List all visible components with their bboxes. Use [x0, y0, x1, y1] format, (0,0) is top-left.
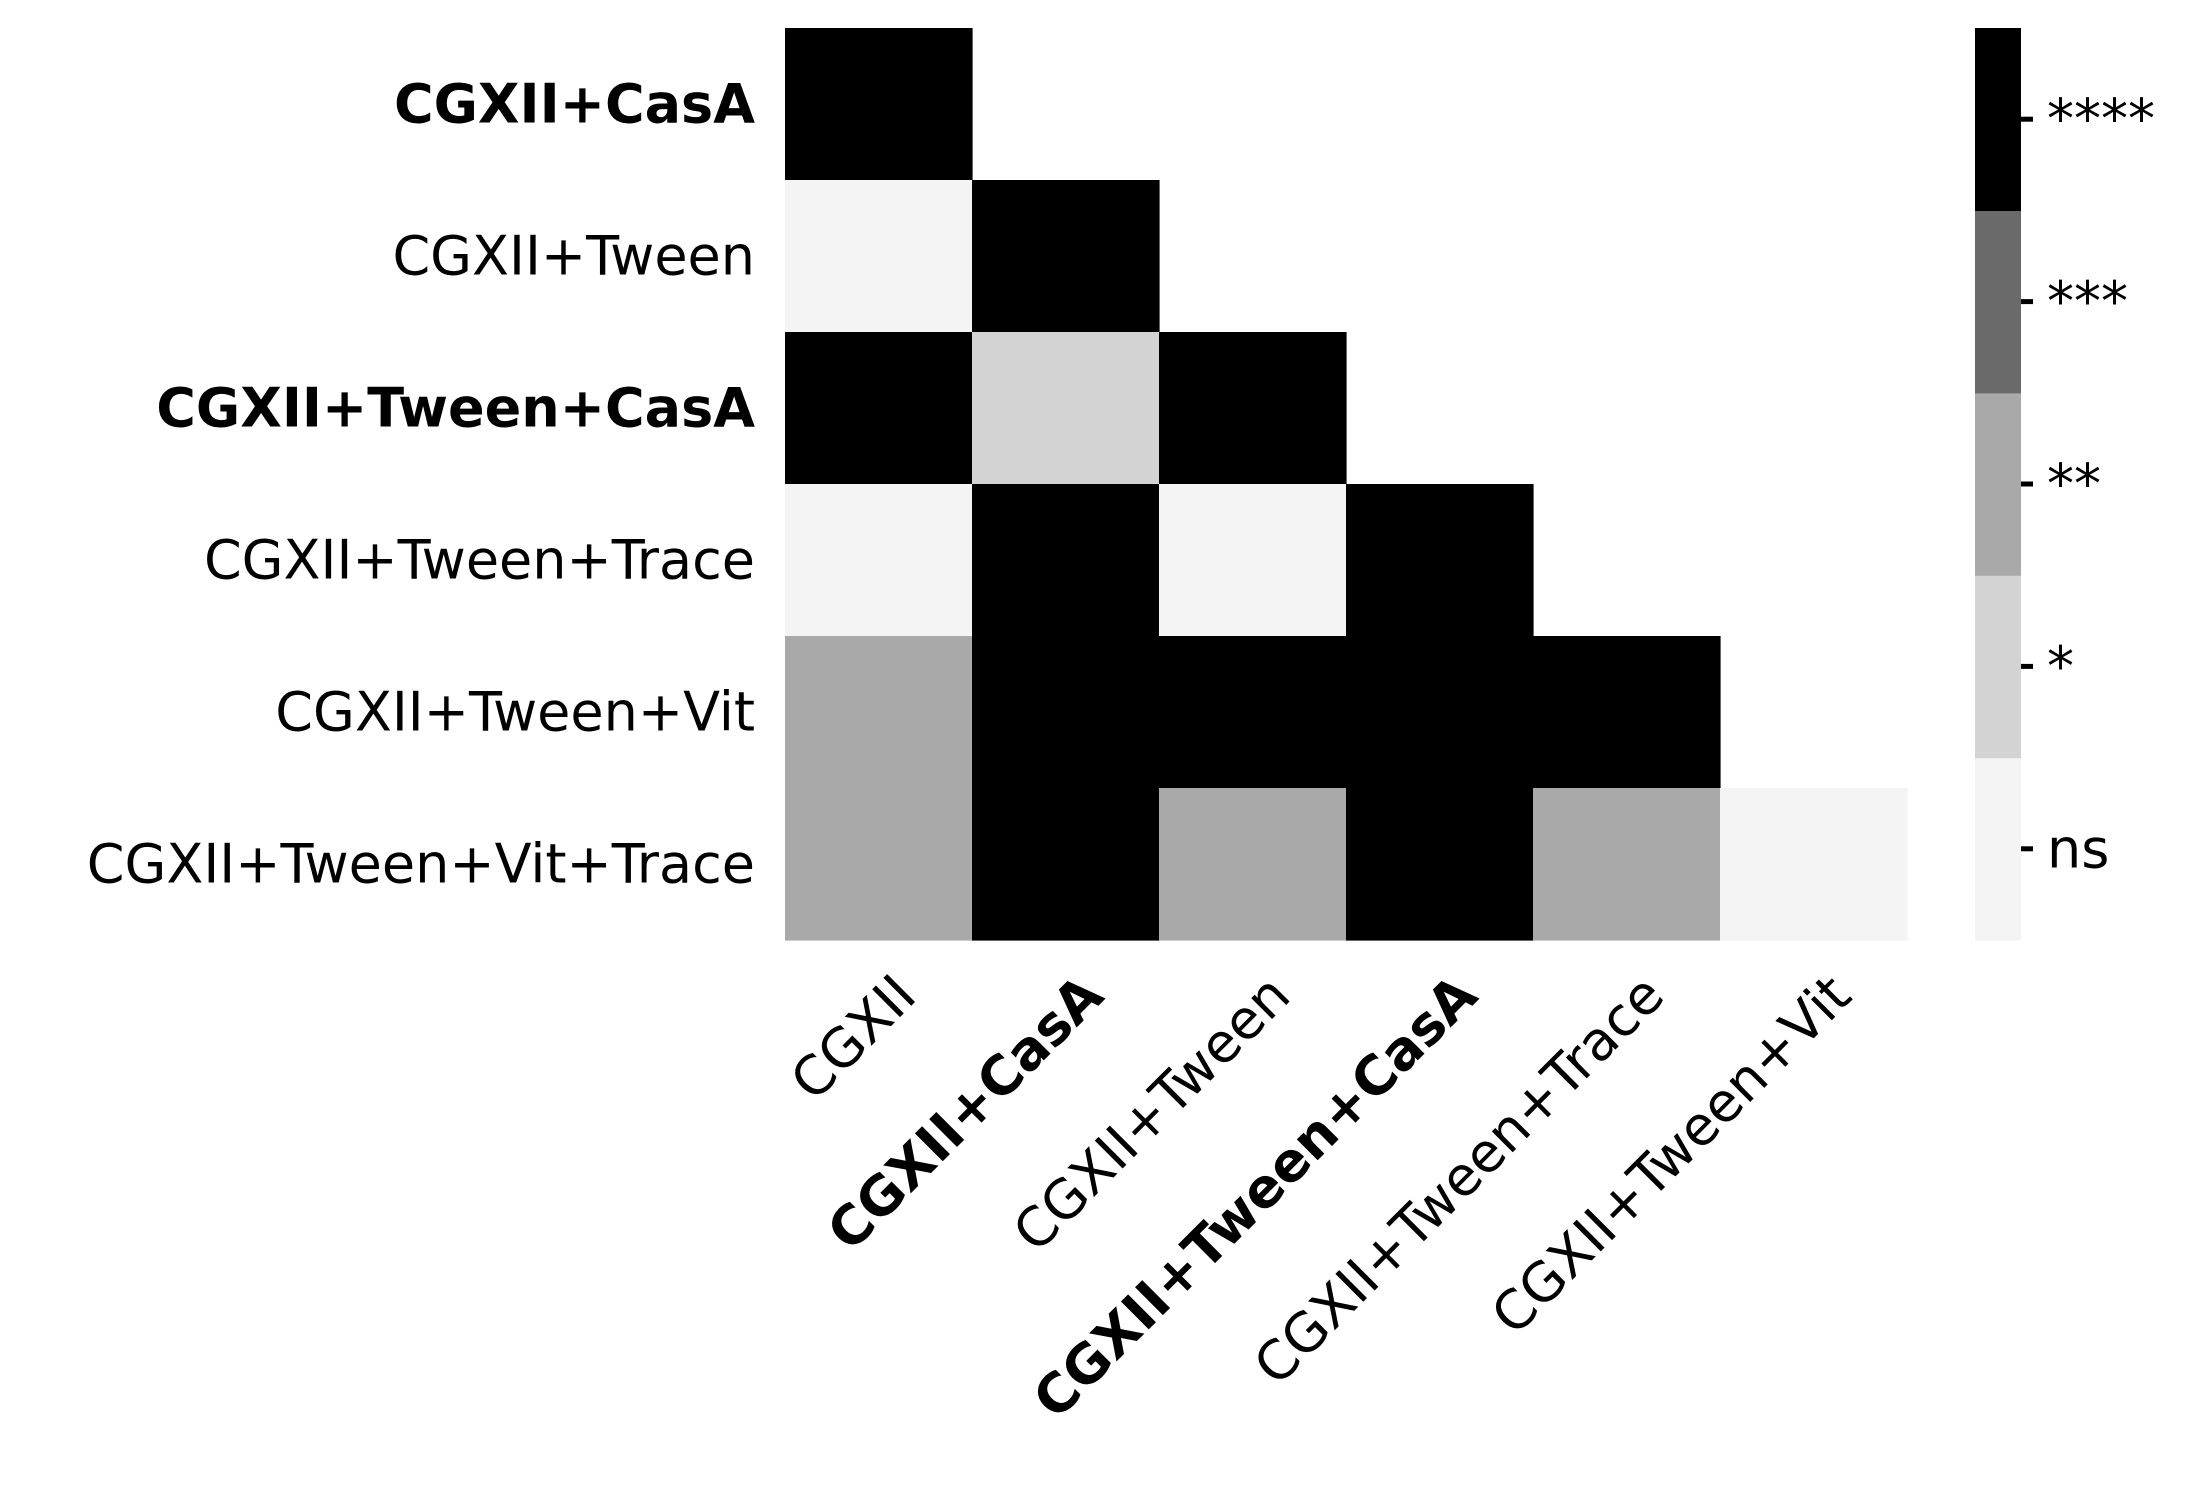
heatmap-cell: [785, 636, 973, 789]
column-label: CGXII: [778, 963, 927, 1112]
colorbar-label: ****: [2047, 88, 2155, 151]
row-label: CGXII+Tween: [392, 225, 755, 288]
heatmap-cell: [1159, 484, 1347, 637]
row-label: CGXII+Tween+CasA: [156, 377, 755, 440]
heatmap-cell: [785, 28, 973, 181]
column-label: CGXII+Tween+Vit: [1479, 963, 1863, 1347]
colorbar-label: *: [2047, 635, 2074, 698]
colorbar-label: ns: [2047, 817, 2109, 880]
heatmap-cell: [1346, 484, 1534, 637]
heatmap-cell: [972, 636, 1160, 789]
heatmap-cell: [972, 332, 1160, 485]
heatmap-cell: [972, 484, 1160, 637]
heatmap-cell: [1533, 636, 1721, 789]
colorbar-segment: [1975, 757, 2021, 941]
heatmap-cell: [785, 484, 973, 637]
row-label: CGXII+Tween+Vit+Trace: [87, 833, 755, 896]
heatmap-cell: [1159, 788, 1347, 941]
heatmap-cell: [785, 180, 973, 333]
row-labels: CGXII+CasA CGXII+Tween CGXII+Tween+CasA CGX…: [87, 73, 755, 896]
heatmap-cell: [1533, 788, 1721, 941]
heatmap-cell: [1720, 788, 1908, 941]
column-labels: CGXIICGXII+CasACGXII+TweenCGXII+Tween+Ca…: [778, 963, 1862, 1431]
colorbar-label: **: [2047, 453, 2101, 516]
heatmap-cell: [785, 788, 973, 941]
row-label: CGXII+Tween+Vit: [275, 681, 755, 744]
colorbar-segment: [1975, 575, 2021, 759]
heatmap-cell: [1159, 636, 1347, 789]
row-label: CGXII+CasA: [394, 73, 755, 136]
row-label: CGXII+Tween+Trace: [204, 529, 755, 592]
heatmap-cell: [1346, 788, 1534, 941]
heatmap-cells: [785, 28, 1908, 941]
colorbar-segment: [1975, 392, 2021, 576]
colorbar-segment: [1975, 28, 2021, 211]
heatmap-cell: [972, 788, 1160, 941]
heatmap-cell: [785, 332, 973, 485]
heatmap-cell: [1159, 332, 1347, 485]
colorbar-segment: [1975, 210, 2021, 394]
colorbar: ns**********: [1975, 28, 2155, 941]
colorbar-label: ***: [2047, 270, 2128, 333]
heatmap-cell: [1346, 636, 1534, 789]
heatmap-cell: [972, 180, 1160, 333]
